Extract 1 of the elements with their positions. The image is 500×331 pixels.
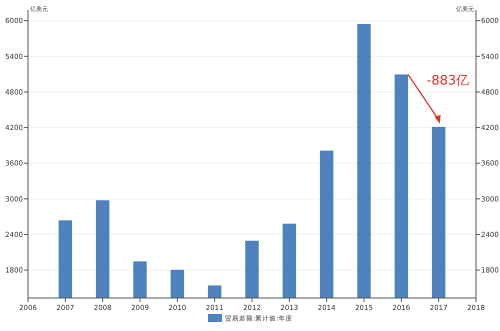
annotation: -883亿 bbox=[426, 73, 470, 88]
